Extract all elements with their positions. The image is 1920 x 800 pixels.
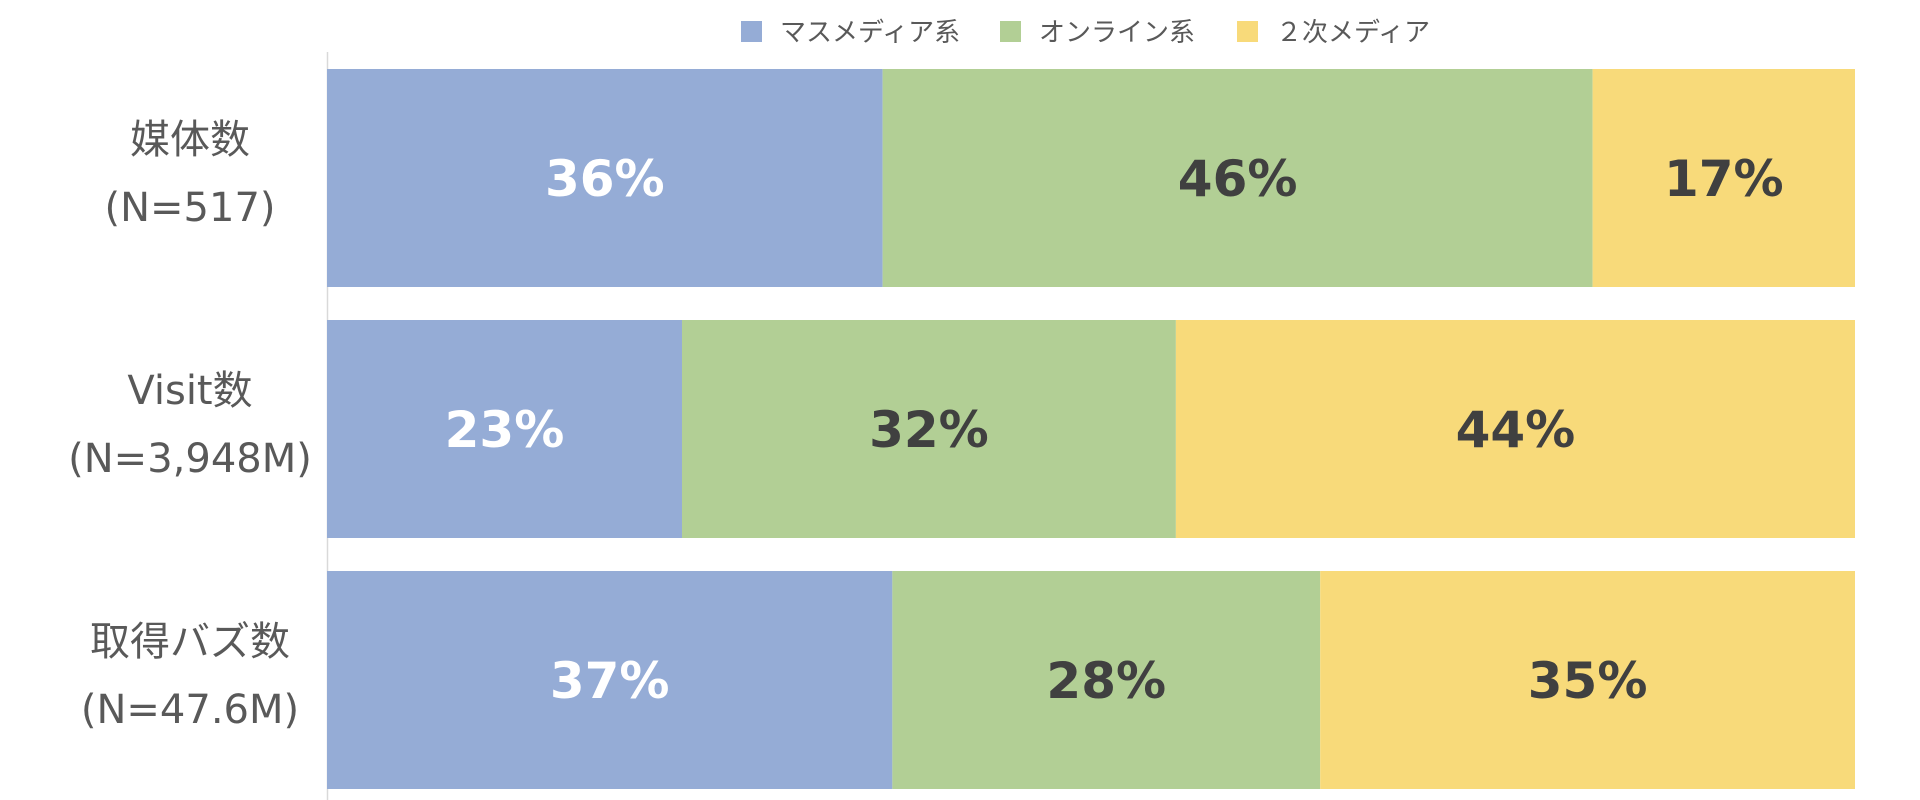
data-label-2-2: 32% (869, 401, 989, 459)
legend-label-1: マスメディア系 (780, 18, 960, 48)
bar-segment-2-2 (681, 320, 1176, 538)
category-label-1: 媒体数 (N=517) (105, 117, 276, 231)
bar-segment-2-3 (1175, 320, 1855, 538)
data-label-2-3: 44% (1456, 401, 1576, 459)
legend: マスメディア系 オンライン系 ２次メディア (741, 18, 1430, 48)
legend-label-2: オンライン系 (1039, 18, 1195, 48)
category-labels: 媒体数 (N=517) Visit数 (N=3,948M) 取得バズ数 (N=47.6M) (68, 117, 312, 733)
legend-swatch-2 (1000, 21, 1021, 42)
bar-segment-1-3 (1592, 69, 1855, 287)
data-label-3-1: 37% (550, 652, 670, 710)
data-label-3-3: 35% (1528, 652, 1648, 710)
legend-label-3: ２次メディア (1276, 18, 1430, 48)
category-label-3: 取得バズ数 (N=47.6M) (81, 619, 299, 733)
legend-swatch-3 (1237, 21, 1258, 42)
bar-segment-3-1 (327, 571, 893, 789)
data-label-3-2: 28% (1046, 652, 1166, 710)
category-label-line-2-1: Visit数 (127, 368, 252, 414)
bar-segment-1-1 (327, 69, 883, 287)
data-label-1-1: 36% (545, 150, 665, 208)
bar-segment-3-2 (892, 571, 1321, 789)
category-label-line-1-1: 媒体数 (130, 117, 250, 163)
category-label-line-2-2: (N=3,948M) (68, 436, 312, 482)
category-label-line-3-2: (N=47.6M) (81, 687, 299, 733)
category-label-line-1-2: (N=517) (105, 185, 276, 231)
category-label-2: Visit数 (N=3,948M) (68, 368, 312, 482)
category-label-line-3-1: 取得バズ数 (90, 619, 290, 665)
data-label-2-1: 23% (445, 401, 565, 459)
bars-group: 36% 46% 17% 23% 32% 44% 37% 28% 35% (327, 69, 1855, 789)
bar-segment-2-1 (327, 320, 682, 538)
bar-segment-1-2 (882, 69, 1593, 287)
data-label-1-2: 46% (1178, 150, 1298, 208)
data-label-1-3: 17% (1664, 150, 1784, 208)
legend-swatch-1 (741, 21, 762, 42)
bar-segment-3-3 (1320, 571, 1855, 789)
